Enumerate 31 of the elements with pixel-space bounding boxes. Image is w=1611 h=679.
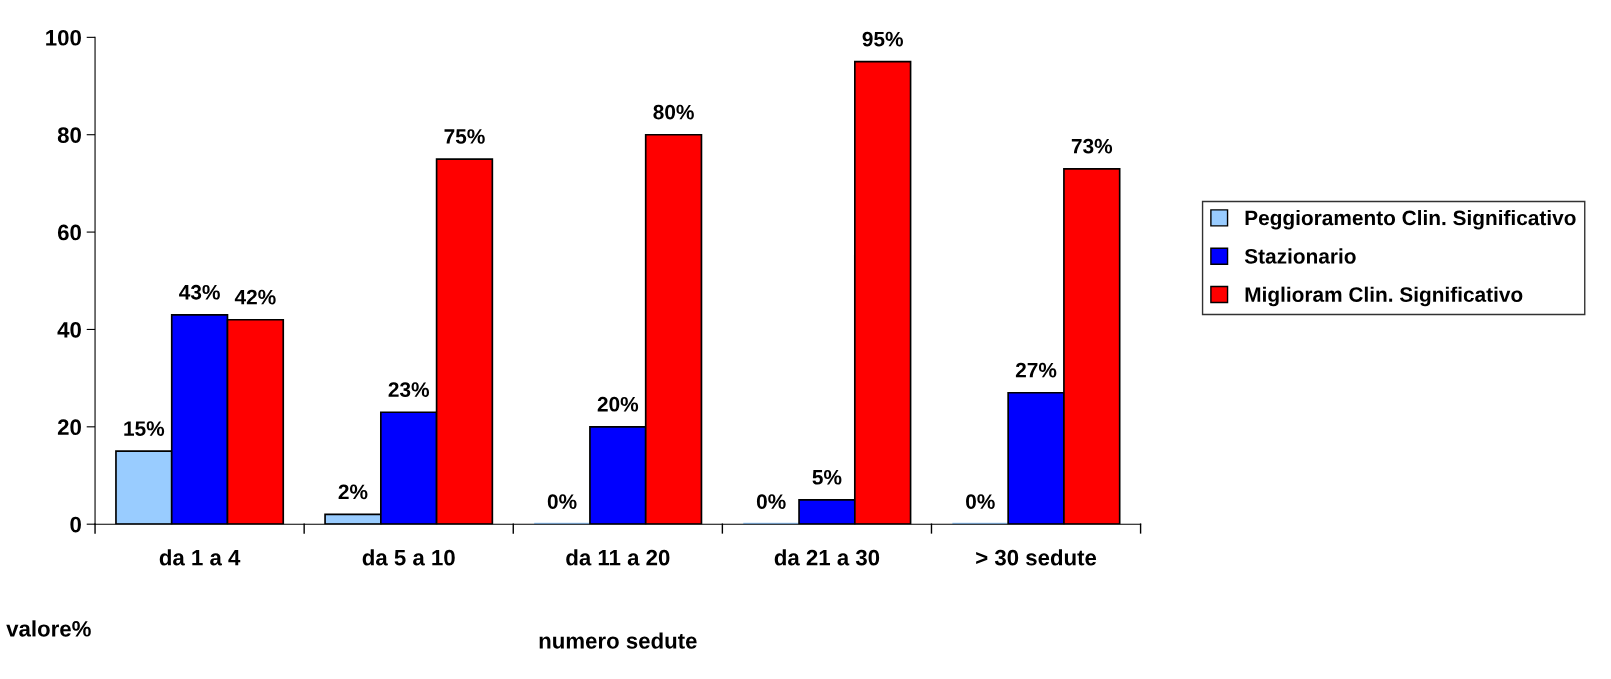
x-tick-label: da 21 a 30 (774, 549, 880, 566)
y-tick-label: 60 (57, 224, 81, 241)
data-label: 0% (966, 494, 995, 509)
x-tick-label: > 30 sedute (976, 549, 1097, 566)
data-label: 75% (444, 129, 485, 144)
data-label: 23% (388, 382, 430, 398)
y-tick-label: 100 (46, 29, 81, 46)
data-label: 43% (179, 284, 220, 300)
data-label: 42% (234, 289, 276, 305)
data-label: 2% (338, 484, 368, 500)
data-label: 5% (812, 469, 842, 485)
x-axis-title: numero sedute (539, 632, 697, 649)
data-label: 20% (597, 396, 639, 412)
legend-label: Stazionario (1244, 248, 1356, 264)
legend-label: Miglioram Clin. Significativo (1245, 286, 1523, 307)
y-axis-title: valore% (6, 620, 91, 637)
y-tick-label: 80 (57, 127, 81, 143)
data-label: 0% (547, 494, 577, 509)
legend-label: Peggioramento Clin. Significativo (1245, 209, 1576, 230)
data-label: 27% (1015, 362, 1057, 378)
x-tick-label: da 5 a 10 (362, 549, 455, 566)
data-label: 15% (124, 421, 165, 436)
y-tick-label: 0 (70, 516, 81, 533)
x-tick-label: da 1 a 4 (159, 549, 241, 566)
y-tick-label: 40 (57, 321, 81, 338)
data-label: 95% (862, 31, 903, 47)
data-label: 73% (1071, 138, 1113, 154)
data-label: 80% (653, 104, 694, 120)
x-tick-label: da 11 a 20 (566, 549, 670, 566)
y-tick-label: 20 (57, 419, 81, 436)
data-label: 0% (756, 494, 786, 509)
